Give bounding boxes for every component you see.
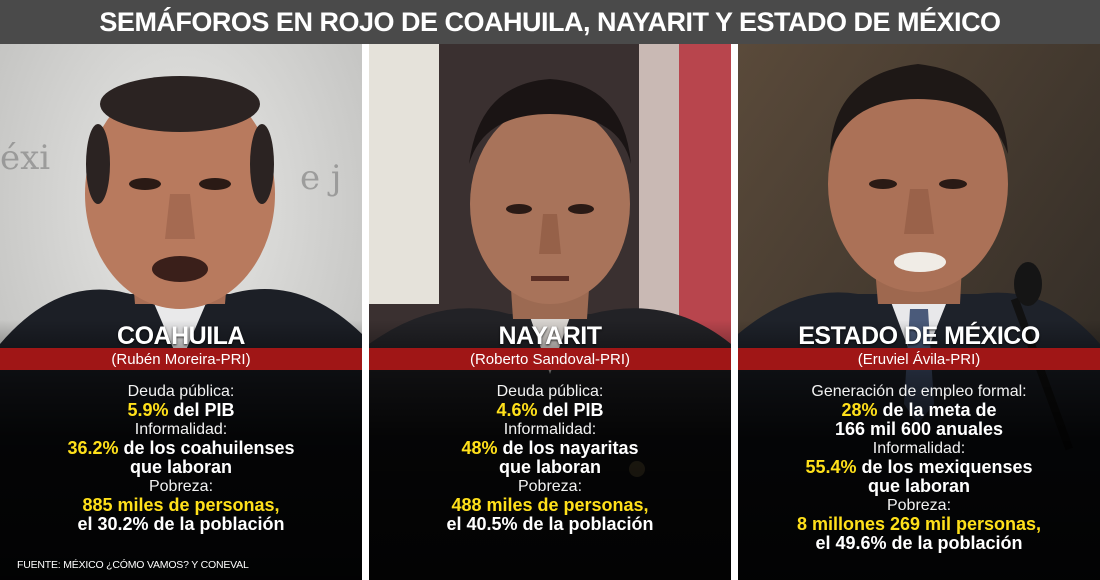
governor-band: (Roberto Sandoval-PRI) bbox=[369, 348, 731, 370]
governor-name: (Eruviel Ávila-PRI) bbox=[857, 350, 981, 368]
stats-block: Deuda pública: 5.9% del PIB Informalidad… bbox=[0, 382, 362, 534]
state-name: ESTADO DE MÉXICO bbox=[798, 322, 1040, 350]
source-note: FUENTE: MÉXICO ¿CÓMO VAMOS? Y CONEVAL bbox=[17, 559, 249, 571]
stat-value: el 49.6% de la población bbox=[815, 533, 1023, 553]
stat-value: 36.2% de los coahuilenses bbox=[67, 438, 295, 458]
stat-label: Generación de empleo formal: bbox=[811, 383, 1027, 400]
panel-coahuila: éxi e j COAHUILA (Rubén Moreira-PRI) Deu… bbox=[0, 44, 362, 580]
title-bar: SEMÁFOROS EN ROJO DE COAHUILA, NAYARIT Y… bbox=[0, 0, 1100, 44]
stats-block: Deuda pública: 4.6% del PIB Informalidad… bbox=[369, 382, 731, 534]
stat-value: el 40.5% de la población bbox=[446, 514, 654, 534]
stat-label: Pobreza: bbox=[517, 478, 583, 495]
stats-block: Generación de empleo formal: 28% de la m… bbox=[738, 382, 1100, 553]
panel-nayarit: NAYARIT (Roberto Sandoval-PRI) Deuda púb… bbox=[369, 44, 731, 580]
stat-label: Informalidad: bbox=[134, 421, 228, 438]
stat-label: Pobreza: bbox=[148, 478, 214, 495]
stat-value: 28% de la meta de bbox=[841, 400, 997, 420]
page-title: SEMÁFOROS EN ROJO DE COAHUILA, NAYARIT Y… bbox=[99, 6, 1001, 37]
stat-label: Informalidad: bbox=[503, 421, 597, 438]
stat-label: Pobreza: bbox=[886, 497, 952, 514]
panel-estado-de-mexico: ESTADO DE MÉXICO (Eruviel Ávila-PRI) Gen… bbox=[738, 44, 1100, 580]
stat-value: que laboran bbox=[129, 457, 232, 477]
state-name: NAYARIT bbox=[498, 322, 602, 350]
stat-value: que laboran bbox=[498, 457, 601, 477]
stat-value: 885 miles de personas, bbox=[82, 495, 280, 515]
stat-label: Deuda pública: bbox=[127, 383, 235, 400]
stat-value: 8 millones 269 mil personas, bbox=[796, 514, 1042, 534]
governor-name: (Roberto Sandoval-PRI) bbox=[469, 350, 631, 368]
stat-label: Deuda pública: bbox=[496, 383, 604, 400]
stat-value: 4.6% del PIB bbox=[496, 400, 604, 420]
stat-value: 48% de los nayaritas bbox=[461, 438, 639, 458]
governor-band: (Rubén Moreira-PRI) bbox=[0, 348, 362, 370]
governor-band: (Eruviel Ávila-PRI) bbox=[738, 348, 1100, 370]
stat-value: que laboran bbox=[867, 476, 970, 496]
stat-value: 488 miles de personas, bbox=[451, 495, 649, 515]
stat-value: 166 mil 600 anuales bbox=[834, 419, 1004, 439]
state-name: COAHUILA bbox=[117, 322, 245, 350]
stat-value: 5.9% del PIB bbox=[127, 400, 235, 420]
svg-text:éxi: éxi bbox=[0, 138, 50, 178]
stat-label: Informalidad: bbox=[872, 440, 966, 457]
svg-text:e j: e j bbox=[300, 158, 341, 198]
stat-value: 55.4% de los mexiquenses bbox=[805, 457, 1033, 477]
stat-value: el 30.2% de la población bbox=[77, 514, 285, 534]
governor-name: (Rubén Moreira-PRI) bbox=[111, 350, 251, 368]
